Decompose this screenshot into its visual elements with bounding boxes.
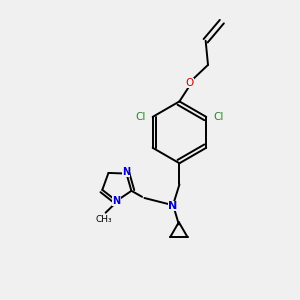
Text: N: N xyxy=(112,196,121,206)
Text: Cl: Cl xyxy=(213,112,224,122)
Text: N: N xyxy=(168,201,178,211)
Text: O: O xyxy=(186,78,194,88)
Text: Cl: Cl xyxy=(135,112,146,122)
Text: CH₃: CH₃ xyxy=(96,215,112,224)
Text: N: N xyxy=(122,167,130,177)
